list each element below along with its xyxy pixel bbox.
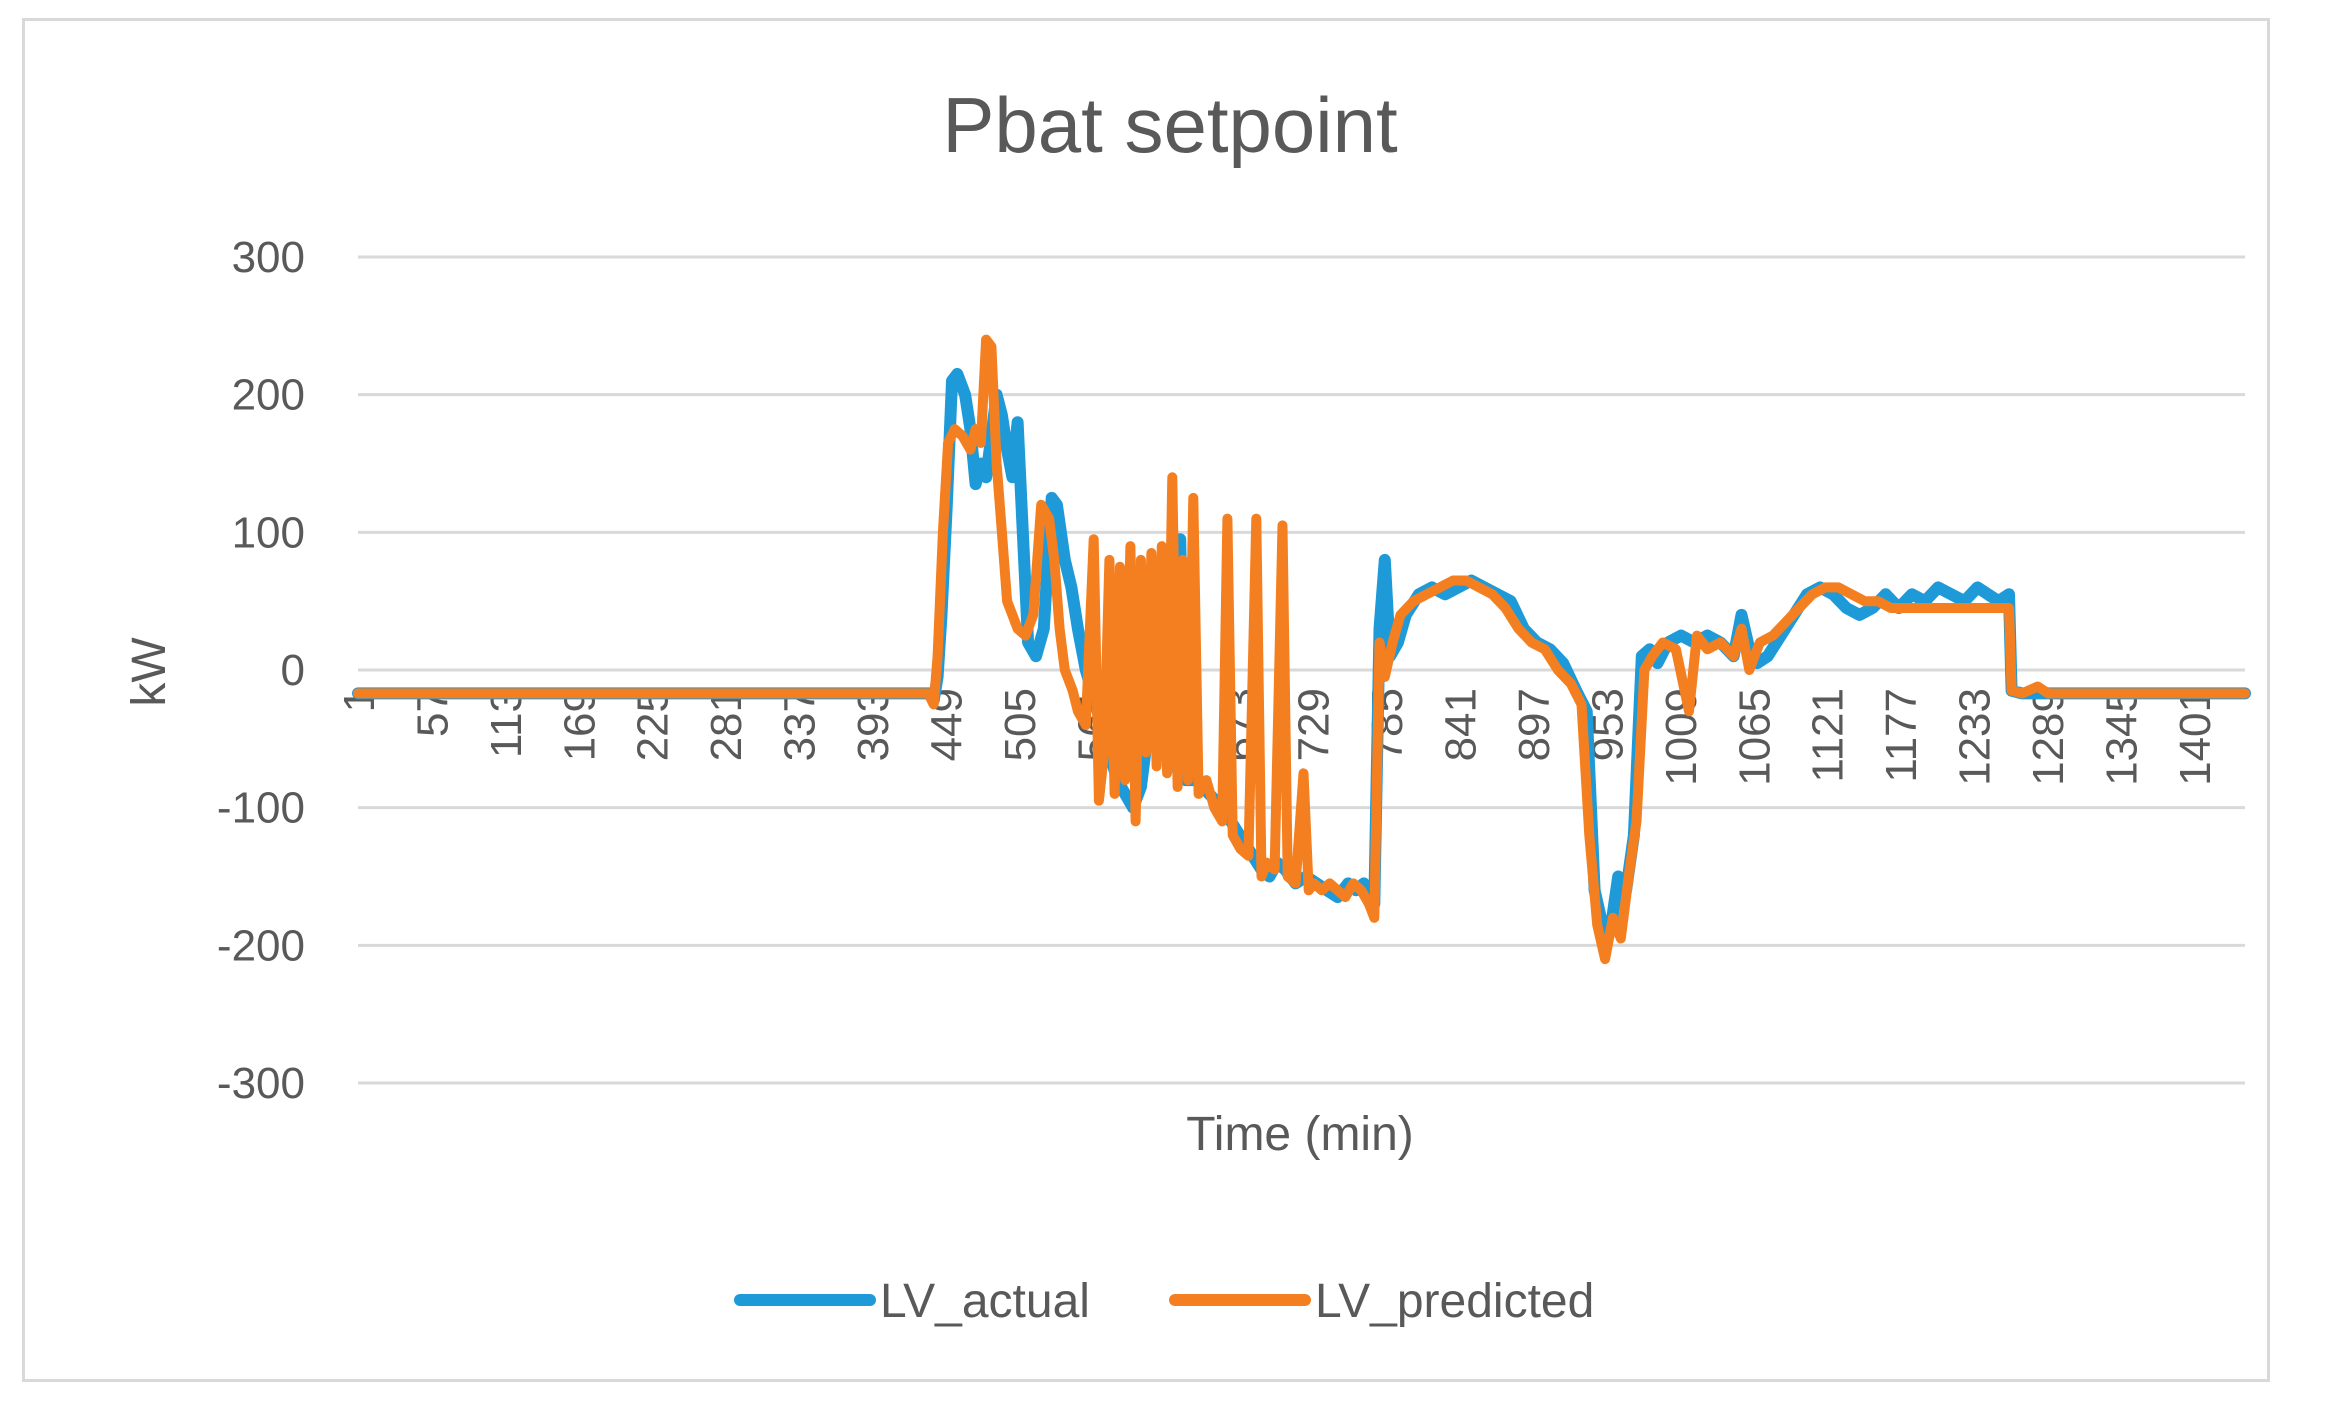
x-tick-label: 113 <box>482 688 531 758</box>
y-axis-ticks: 300 200 100 0 -100 -200 -300 <box>217 233 305 1108</box>
x-tick-label: 337 <box>776 688 825 761</box>
y-tick-label: 200 <box>232 371 305 420</box>
y-tick-label: -200 <box>217 921 305 970</box>
chart-title: Pbat setpoint <box>942 81 1398 169</box>
x-tick-label: 729 <box>1290 688 1339 761</box>
legend-label: LV_predicted <box>1315 1275 1594 1328</box>
x-axis-title: Time (min) <box>1186 1108 1414 1161</box>
y-tick-label: 300 <box>232 233 305 282</box>
x-tick-label: 841 <box>1437 688 1486 761</box>
legend: LV_actual LV_predicted <box>734 1275 1594 1328</box>
x-tick-label: 225 <box>629 688 678 761</box>
y-tick-label: 0 <box>281 646 305 695</box>
x-tick-label: 393 <box>849 688 898 761</box>
y-tick-label: -100 <box>217 784 305 833</box>
x-tick-label: 785 <box>1363 688 1412 761</box>
x-tick-label: 1009 <box>1657 688 1706 786</box>
legend-label: LV_actual <box>880 1275 1090 1328</box>
x-tick-label: 1121 <box>1804 688 1853 783</box>
y-axis-title: kW <box>123 637 176 707</box>
x-tick-label: 169 <box>555 688 604 761</box>
x-tick-label: 1233 <box>1951 688 2000 786</box>
x-tick-label: 1065 <box>1730 688 1779 786</box>
x-tick-label: 1401 <box>2171 688 2220 786</box>
series-line-lv-predicted <box>353 334 2250 965</box>
x-tick-label: 1177 <box>1877 688 1926 783</box>
x-tick-label: 1345 <box>2097 688 2146 786</box>
x-tick-label: 897 <box>1510 688 1559 761</box>
x-tick-label: 1289 <box>2024 688 2073 786</box>
y-tick-label: -300 <box>217 1059 305 1108</box>
series-lines <box>352 334 2251 965</box>
x-tick-label: 281 <box>702 688 751 761</box>
gridlines <box>358 255 2245 1085</box>
y-tick-label: 100 <box>232 508 305 557</box>
x-tick-label: 505 <box>996 688 1045 761</box>
